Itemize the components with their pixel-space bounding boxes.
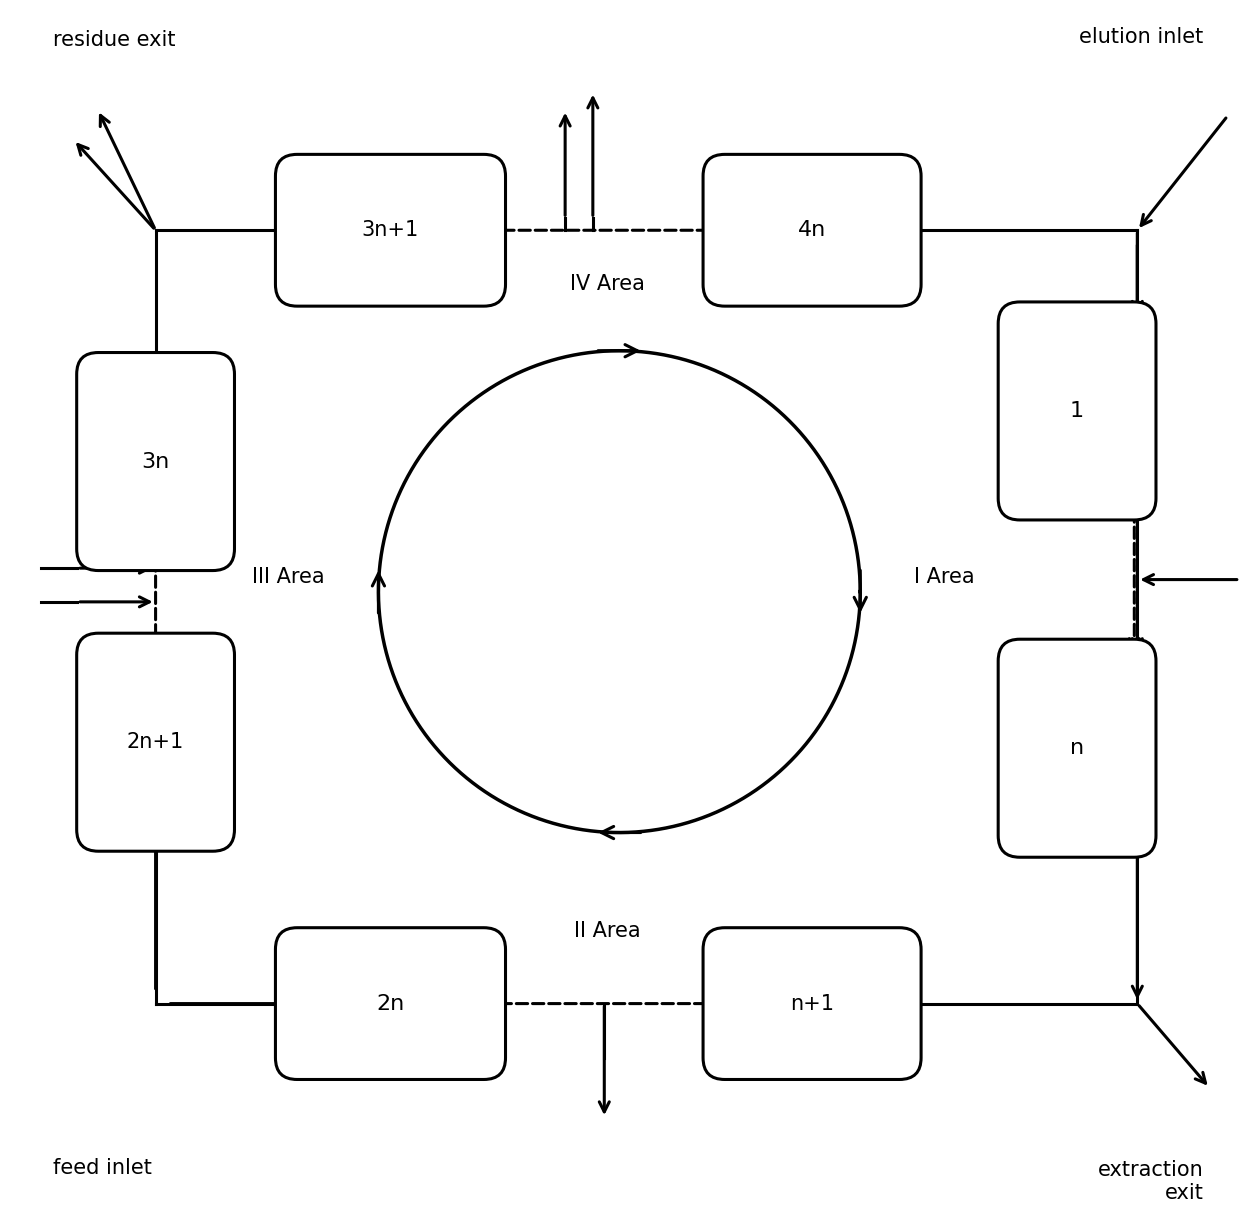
Text: III Area: III Area	[252, 567, 325, 587]
FancyBboxPatch shape	[77, 633, 234, 852]
Text: 3n+1: 3n+1	[362, 220, 419, 241]
Text: 3n: 3n	[141, 452, 170, 471]
Text: IV Area: IV Area	[570, 275, 645, 294]
Text: II Area: II Area	[574, 921, 641, 942]
FancyBboxPatch shape	[77, 352, 234, 571]
FancyBboxPatch shape	[275, 928, 506, 1079]
Text: I Area: I Area	[914, 567, 975, 587]
Text: 4n: 4n	[799, 220, 826, 241]
FancyBboxPatch shape	[703, 154, 921, 306]
FancyBboxPatch shape	[998, 303, 1156, 520]
Text: n: n	[1070, 739, 1084, 758]
FancyBboxPatch shape	[703, 928, 921, 1079]
Text: 2n: 2n	[377, 994, 404, 1013]
Text: 2n+1: 2n+1	[126, 733, 185, 752]
Text: feed inlet: feed inlet	[53, 1158, 153, 1177]
Text: elution inlet: elution inlet	[1079, 27, 1204, 47]
Text: 1: 1	[1070, 401, 1084, 420]
Text: n+1: n+1	[790, 994, 835, 1013]
Text: extraction
exit: extraction exit	[1097, 1160, 1204, 1203]
FancyBboxPatch shape	[275, 154, 506, 306]
Text: residue exit: residue exit	[53, 29, 176, 50]
FancyBboxPatch shape	[998, 639, 1156, 858]
